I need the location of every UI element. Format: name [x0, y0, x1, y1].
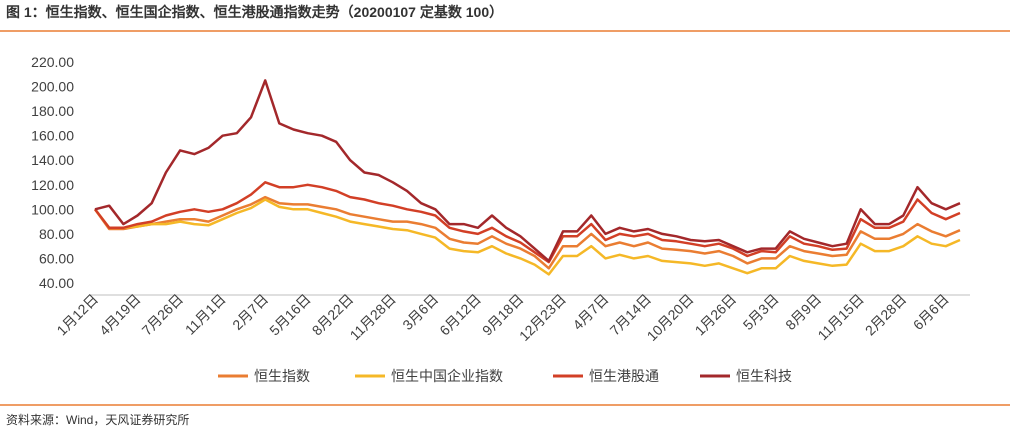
- x-tick-label: 11月28日: [347, 291, 399, 343]
- x-tick-label: 1月12日: [53, 291, 101, 339]
- line-series: [94, 181, 961, 264]
- x-tick-label: 3月6日: [399, 291, 441, 333]
- line-series: [94, 198, 961, 276]
- x-tick-label: 4月7日: [569, 291, 611, 333]
- x-tick-label: 7月26日: [139, 291, 187, 339]
- x-tick-label: 8月9日: [782, 291, 824, 333]
- x-tick-label: 2月7日: [229, 291, 271, 333]
- x-tick-label: 6月12日: [436, 291, 484, 339]
- y-tick-label: 160.00: [31, 128, 74, 144]
- source: 资料来源：Wind，天风证券研究所: [6, 412, 189, 427]
- legend-label: 恒生科技: [736, 368, 792, 384]
- y-tick-label: 180.00: [31, 103, 74, 119]
- y-tick-label: 120.00: [31, 177, 74, 193]
- x-tick-label: 6月6日: [910, 291, 952, 333]
- y-tick-label: 40.00: [39, 275, 74, 291]
- y-tick-label: 80.00: [39, 226, 74, 242]
- line-series: [94, 79, 961, 263]
- x-tick-label: 11月15日: [814, 291, 866, 343]
- x-tick-label: 1月26日: [692, 291, 740, 339]
- y-tick-label: 200.00: [31, 79, 74, 95]
- x-tick-label: 10月20日: [644, 291, 697, 344]
- x-tick-label: 5月16日: [266, 291, 314, 339]
- y-tick-label: 60.00: [39, 250, 74, 266]
- line-series: [93, 195, 961, 270]
- y-tick-label: 140.00: [31, 152, 74, 168]
- legend-label: 恒生指数: [254, 368, 310, 384]
- x-tick-label: 12月23日: [516, 291, 569, 344]
- x-tick-label: 11月1日: [182, 291, 229, 338]
- x-tick-label: 5月3日: [740, 291, 782, 333]
- legend-label: 恒生中国企业指数: [391, 368, 503, 384]
- x-tick-label: 4月19日: [96, 291, 144, 339]
- chart-title: 图 1：恒生指数、恒生国企指数、恒生港股通指数走势（20200107 定基数 1…: [6, 4, 503, 20]
- y-tick-label: 220.00: [31, 54, 74, 70]
- x-tick-label: 2月28日: [862, 291, 910, 339]
- y-tick-label: 100.00: [31, 201, 74, 217]
- legend-label: 恒生港股通: [589, 368, 659, 384]
